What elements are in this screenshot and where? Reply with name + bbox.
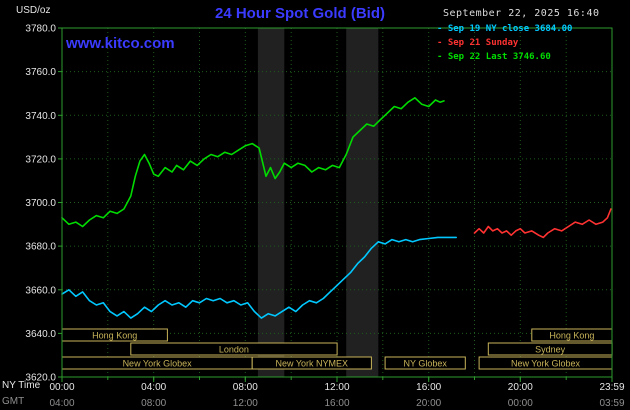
svg-text:3760.0: 3760.0 [25,67,56,78]
svg-text:New York NYMEX: New York NYMEX [276,359,349,369]
svg-text:20:00: 20:00 [508,382,533,393]
svg-text:New York Globex: New York Globex [123,359,193,369]
svg-text:3740.0: 3740.0 [25,111,56,122]
legend-item-sep19: - Sep 19 NY close 3684.00 [437,22,572,36]
svg-text:08:00: 08:00 [141,398,166,409]
svg-text:23:59: 23:59 [599,382,624,393]
svg-text:08:00: 08:00 [233,382,258,393]
gmt-axis-label: GMT [2,396,25,407]
svg-text:NY Globex: NY Globex [404,359,448,369]
svg-text:00:00: 00:00 [508,398,533,409]
legend-label: Sep 22 Last 3746.60 [447,52,551,62]
svg-text:20:00: 20:00 [416,398,441,409]
svg-text:Hong Kong: Hong Kong [92,331,137,341]
y-axis-unit-label: USD/oz [16,5,51,16]
legend-marker: - [437,52,443,62]
svg-text:London: London [219,345,249,355]
svg-text:00:00: 00:00 [49,382,74,393]
svg-text:Hong Kong: Hong Kong [549,331,594,341]
legend-marker: - [437,38,443,48]
svg-text:16:00: 16:00 [324,398,349,409]
svg-text:3620.0: 3620.0 [25,373,56,384]
svg-text:03:59: 03:59 [599,398,624,409]
svg-text:3720.0: 3720.0 [25,154,56,165]
ny-time-axis-label: NY Time [2,380,41,391]
legend-item-sep21: - Sep 21 Sunday [437,36,572,50]
svg-text:16:00: 16:00 [416,382,441,393]
chart-legend: - Sep 19 NY close 3684.00 - Sep 21 Sunda… [437,22,572,64]
svg-text:04:00: 04:00 [141,382,166,393]
svg-text:04:00: 04:00 [49,398,74,409]
svg-text:3660.0: 3660.0 [25,285,56,296]
svg-text:3680.0: 3680.0 [25,242,56,253]
legend-label: Sep 19 NY close 3684.00 [447,24,573,34]
legend-item-sep22: - Sep 22 Last 3746.60 [437,50,572,64]
legend-label: Sep 21 Sunday [447,38,519,48]
svg-text:12:00: 12:00 [233,398,258,409]
legend-marker: - [437,24,443,34]
svg-text:3700.0: 3700.0 [25,198,56,209]
chart-datetime: September 22, 2025 16:40 [443,8,600,19]
kitco-watermark-link[interactable]: www.kitco.com [66,35,175,52]
svg-text:Sydney: Sydney [535,345,566,355]
page-title: 24 Hour Spot Gold (Bid) [215,5,385,22]
svg-text:3780.0: 3780.0 [25,24,56,35]
svg-text:12:00: 12:00 [324,382,349,393]
svg-text:New York Globex: New York Globex [511,359,581,369]
svg-text:3640.0: 3640.0 [25,329,56,340]
